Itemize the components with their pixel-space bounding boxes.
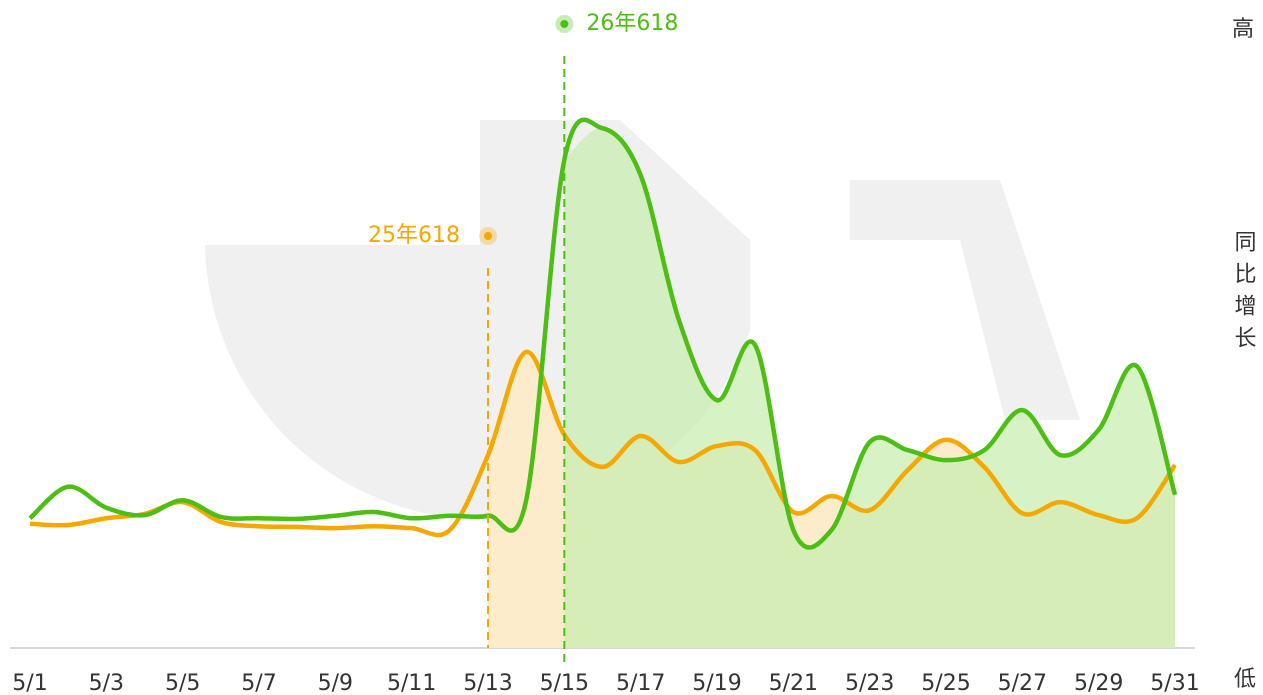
x-tick-label: 5/9 [318,671,353,695]
line [28,117,1178,550]
x-tick-label: 5/13 [463,671,512,695]
line [29,349,1177,538]
x-tick-label: 5/5 [165,671,200,695]
x-tick-label: 5/15 [540,671,589,695]
y-top-label: 高 [1232,17,1254,42]
x-tick-label: 5/31 [1150,671,1199,695]
x-tick-label: 5/19 [692,671,741,695]
x-tick-label: 5/7 [241,671,276,695]
x-tick-label: 5/17 [616,671,665,695]
annotation-label: 26年618 [586,11,678,36]
x-tick-label: 5/27 [998,671,1047,695]
x-tick-label: 5/21 [769,671,818,695]
x-tick-label: 5/25 [921,671,970,695]
y-bottom-label: 低 [1234,667,1256,692]
y-label: 同比增长 [1231,230,1257,358]
x-tick-label: 5/3 [89,671,124,695]
x-tick-label: 5/11 [387,671,436,695]
annotation-dot [484,232,492,240]
area [564,128,1175,649]
annotation-label: 25年618 [368,223,460,248]
x-tick-label: 5/23 [845,671,894,695]
x-tick-label: 5/1 [12,671,47,695]
annotation-dot [560,20,569,28]
x-tick-label: 5/29 [1074,671,1123,695]
